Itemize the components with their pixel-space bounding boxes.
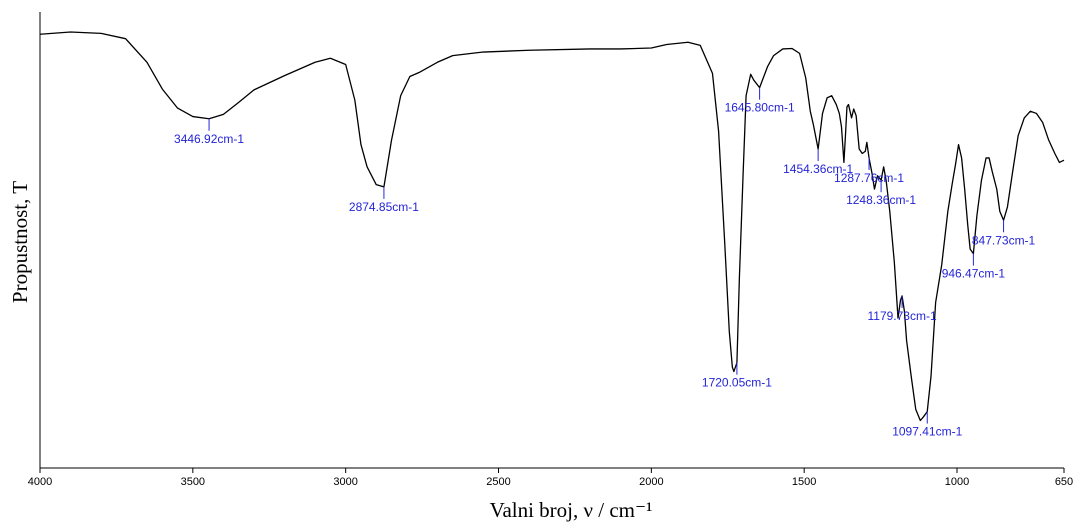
x-tick-label: 2500 xyxy=(486,476,510,488)
series-group xyxy=(39,31,1065,422)
spectrum-line xyxy=(39,31,1065,422)
x-tick-label: 3000 xyxy=(333,476,357,488)
axes xyxy=(39,12,1064,469)
peak-annotations: 3446.92cm-1 2874.85cm-1 1720.05cm-1 1645.80… xyxy=(174,87,1036,439)
x-axis-title: Valni broj, ν / cm⁻¹ xyxy=(490,498,653,522)
peak-label: 2874.85cm-1 xyxy=(349,200,419,214)
peak-label: 946.47cm-1 xyxy=(942,267,1006,281)
x-tick-label: 4000 xyxy=(28,476,52,488)
peak-label: 1454.36cm-1 xyxy=(783,162,853,176)
peak-label: 1179.73cm-1 xyxy=(867,309,936,323)
peak-label: 1645.80cm-1 xyxy=(725,101,795,115)
x-tick-label: 650 xyxy=(1055,476,1073,488)
x-tick-label: 2000 xyxy=(639,476,663,488)
peak-label: 1097.41cm-1 xyxy=(892,425,962,439)
x-ticks: 4000 3500 3000 2500 2000 1500 1000 650 xyxy=(28,468,1073,488)
x-tick-label: 1500 xyxy=(792,476,816,488)
peak-label: 1287.76cm-1 xyxy=(834,171,904,185)
x-tick-label: 1000 xyxy=(945,476,969,488)
x-tick-label: 3500 xyxy=(181,476,205,488)
y-axis-title: Propustnost, T xyxy=(8,181,32,303)
peak-label: 3446.92cm-1 xyxy=(174,132,244,146)
peak-label: 847.73cm-1 xyxy=(972,233,1036,247)
peak-label: 1248.36cm-1 xyxy=(846,193,916,207)
peak-label: 1720.05cm-1 xyxy=(702,376,772,390)
